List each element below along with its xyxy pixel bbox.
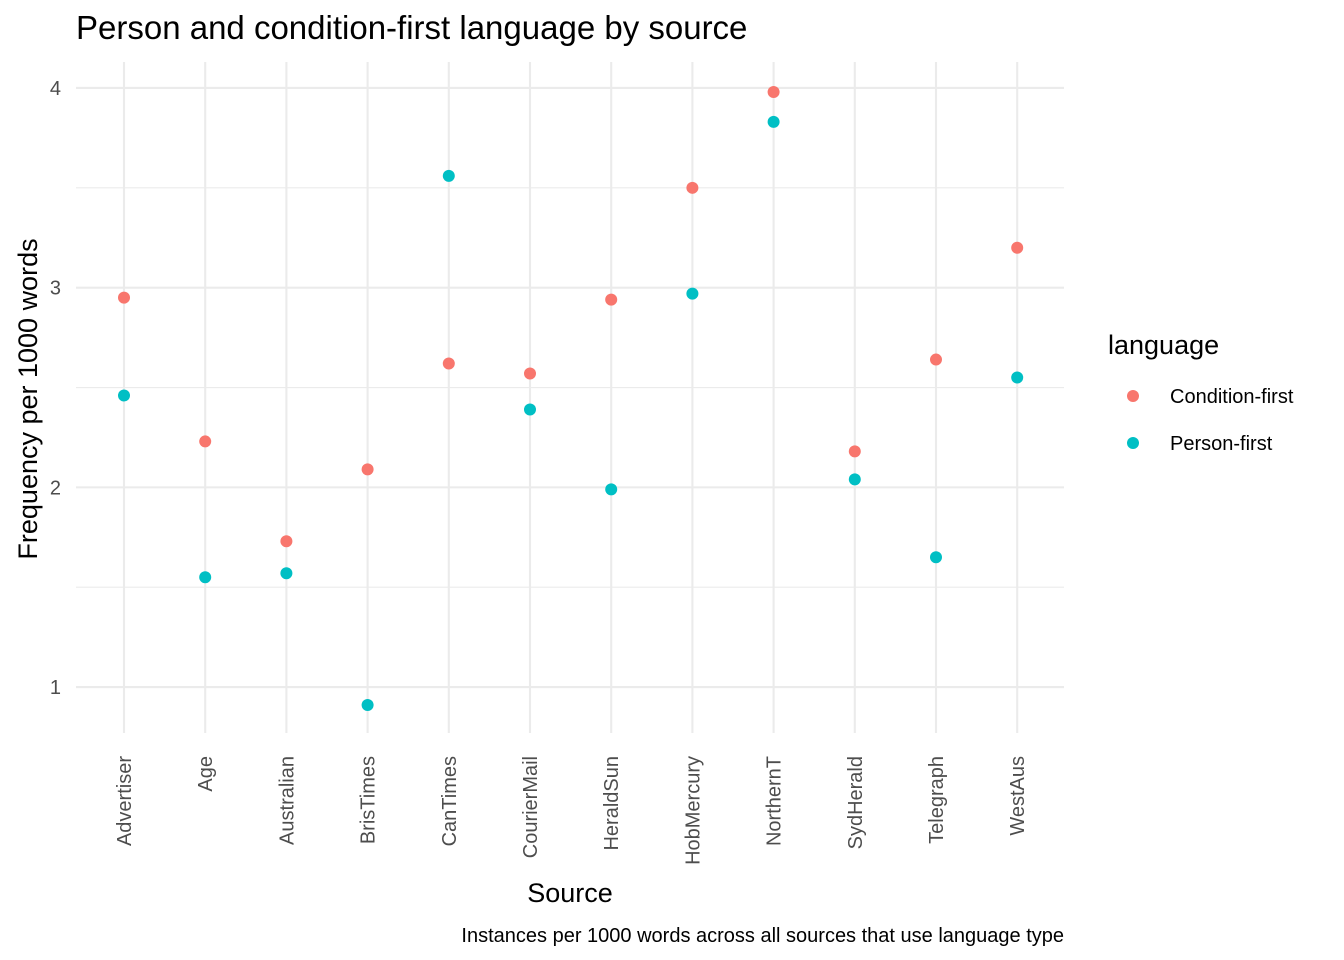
data-point bbox=[118, 389, 130, 402]
y-tick-label: 4 bbox=[50, 78, 61, 100]
data-point bbox=[686, 181, 699, 194]
data-point bbox=[767, 85, 780, 98]
data-point bbox=[524, 403, 536, 416]
data-point bbox=[605, 483, 618, 496]
x-tick-label: Telegraph bbox=[926, 756, 948, 844]
data-point bbox=[848, 445, 861, 458]
x-tick-label: HobMercury bbox=[682, 756, 704, 865]
x-tick-label: Advertiser bbox=[114, 756, 136, 846]
x-tick-label: WestAus bbox=[1007, 756, 1029, 836]
legend-key bbox=[1127, 390, 1139, 402]
x-tick-label: BrisTimes bbox=[358, 756, 380, 844]
chart-title: Person and condition-first language by s… bbox=[76, 9, 747, 46]
data-point bbox=[1011, 371, 1024, 384]
x-tick-label: SydHerald bbox=[845, 756, 867, 849]
legend-label: Condition-first bbox=[1170, 386, 1294, 408]
y-tick-label: 3 bbox=[50, 278, 61, 300]
data-point bbox=[686, 287, 699, 300]
legend-label: Person-first bbox=[1170, 433, 1273, 455]
data-point bbox=[361, 699, 374, 712]
data-point bbox=[524, 367, 536, 380]
y-tick-labels: 1 2 3 4 bbox=[50, 78, 61, 699]
legend: language Condition-first Person-first bbox=[1108, 330, 1294, 455]
y-tick-label: 1 bbox=[50, 677, 61, 699]
data-points bbox=[118, 85, 1024, 712]
data-point bbox=[848, 473, 861, 486]
data-point bbox=[442, 357, 455, 370]
data-point bbox=[1011, 241, 1024, 254]
grid bbox=[76, 62, 1064, 733]
data-point bbox=[767, 115, 780, 128]
x-tick-label: CanTimes bbox=[439, 756, 461, 846]
data-point bbox=[118, 291, 130, 304]
y-axis-title: Frequency per 1000 words bbox=[13, 238, 43, 559]
x-tick-labels: Advertiser Age Australian BrisTimes CanTimes… bbox=[114, 756, 1029, 865]
x-tick-label: Australian bbox=[276, 756, 298, 845]
chart-caption: Instances per 1000 words across all sour… bbox=[461, 925, 1064, 947]
data-point bbox=[199, 435, 212, 448]
y-tick-label: 2 bbox=[50, 477, 61, 499]
data-point bbox=[280, 535, 293, 548]
legend-key bbox=[1127, 437, 1139, 449]
legend-title: language bbox=[1108, 330, 1219, 360]
x-tick-label: Age bbox=[195, 756, 217, 792]
data-point bbox=[442, 169, 455, 182]
data-point bbox=[930, 551, 942, 564]
data-point bbox=[930, 353, 942, 366]
data-point bbox=[199, 571, 212, 584]
x-tick-label: HeraldSun bbox=[601, 756, 623, 851]
x-tick-label: CourierMail bbox=[520, 756, 542, 858]
x-axis-title: Source bbox=[527, 878, 613, 908]
data-point bbox=[280, 567, 293, 580]
x-tick-label: NorthernT bbox=[764, 756, 786, 846]
data-point bbox=[605, 293, 618, 306]
data-point bbox=[361, 463, 374, 476]
